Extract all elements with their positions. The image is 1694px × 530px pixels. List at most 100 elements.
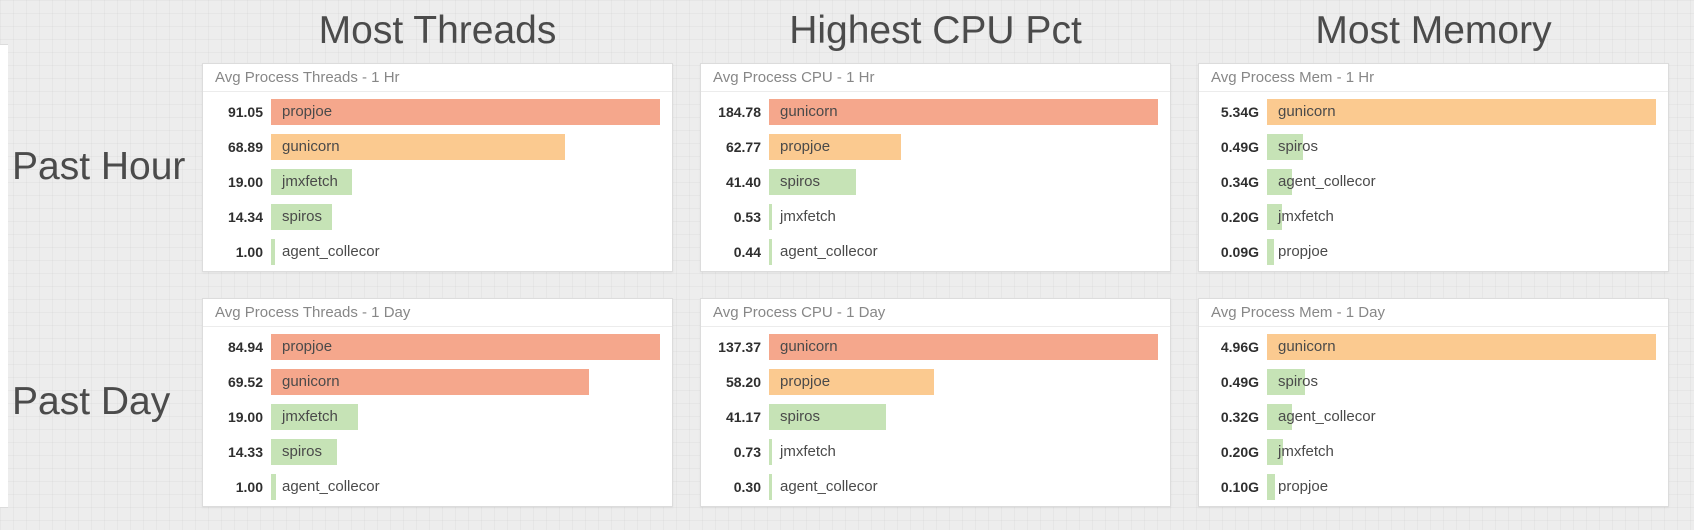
bar-area: propjoe (271, 334, 660, 360)
bar (769, 204, 772, 230)
toplist-value: 19.00 (227, 409, 263, 425)
bar-area: gunicorn (271, 369, 660, 395)
toplist-row[interactable]: 0.20G jmxfetch (1209, 435, 1656, 470)
bar-area: agent_collecor (1267, 404, 1656, 430)
toplist-value: 14.34 (227, 209, 263, 225)
toplist-widget[interactable]: Avg Process CPU - 1 Day 137.37 gunicorn 58.… (700, 298, 1171, 507)
toplist-widget[interactable]: Avg Process Threads - 1 Hr 91.05 propjoe 68… (202, 63, 673, 272)
toplist-row[interactable]: 0.10G propjoe (1209, 470, 1656, 505)
bar-area: propjoe (769, 369, 1158, 395)
toplist-row[interactable]: 0.44 agent_collecor (711, 235, 1158, 270)
bar (271, 404, 358, 430)
process-name: agent_collecor (1278, 173, 1376, 190)
bar (769, 334, 1158, 360)
toplist-row[interactable]: 14.34 spiros (213, 200, 660, 235)
toplist-row[interactable]: 0.53 jmxfetch (711, 200, 1158, 235)
process-name: jmxfetch (282, 173, 338, 190)
toplist-widget[interactable]: Avg Process Mem - 1 Hr 5.34G gunicorn 0.49G… (1198, 63, 1669, 272)
bar-area: propjoe (1267, 474, 1656, 500)
toplist-value: 5.34G (1220, 104, 1259, 120)
bar (769, 369, 934, 395)
toplist-row[interactable]: 0.32G agent_collecor (1209, 400, 1656, 435)
toplist-value: 41.40 (725, 174, 761, 190)
toplist-row[interactable]: 137.37 gunicorn (711, 330, 1158, 365)
toplist-rows: 137.37 gunicorn 58.20 propjoe 41.17 spiros 0.7… (701, 327, 1170, 505)
toplist-widget[interactable]: Avg Process Threads - 1 Day 84.94 propjoe 6… (202, 298, 673, 507)
bar (271, 134, 566, 160)
toplist-row[interactable]: 91.05 propjoe (213, 95, 660, 130)
column-header-most-memory: Most Memory (1315, 9, 1552, 52)
toplist-widget[interactable]: Avg Process CPU - 1 Hr 184.78 gunicorn 62.7… (700, 63, 1171, 272)
toplist-value: 41.17 (725, 409, 761, 425)
toplist-row[interactable]: 1.00 agent_collecor (213, 235, 660, 270)
process-name: gunicorn (780, 338, 838, 355)
bar (271, 204, 333, 230)
toplist-row[interactable]: 5.34G gunicorn (1209, 95, 1656, 130)
process-name: agent_collecor (282, 243, 380, 260)
process-name: spiros (1278, 373, 1319, 390)
process-name: propjoe (780, 373, 831, 390)
bar-area: jmxfetch (769, 439, 1158, 465)
toplist-row[interactable]: 0.09G propjoe (1209, 235, 1656, 270)
toplist-rows: 91.05 propjoe 68.89 gunicorn 19.00 jmxfetch 14… (203, 92, 672, 270)
bar-area: jmxfetch (1267, 204, 1656, 230)
toplist-rows: 184.78 gunicorn 62.77 propjoe 41.40 spiros 0.5… (701, 92, 1170, 270)
process-name: agent_collecor (282, 478, 380, 495)
toplist-row[interactable]: 0.49G spiros (1209, 365, 1656, 400)
bar-area: spiros (1267, 369, 1656, 395)
widget-title: Avg Process Threads - 1 Hr (203, 64, 672, 92)
toplist-row[interactable]: 19.00 jmxfetch (213, 400, 660, 435)
toplist-row[interactable]: 58.20 propjoe (711, 365, 1158, 400)
toplist-row[interactable]: 69.52 gunicorn (213, 365, 660, 400)
process-name: spiros (780, 408, 821, 425)
toplist-value: 0.32G (1220, 409, 1259, 425)
process-name: jmxfetch (780, 208, 836, 225)
toplist-row[interactable]: 41.17 spiros (711, 400, 1158, 435)
bar-area: gunicorn (1267, 99, 1656, 125)
process-name: agent_collecor (1278, 408, 1376, 425)
toplist-row[interactable]: 68.89 gunicorn (213, 130, 660, 165)
bar (769, 439, 772, 465)
bar (769, 134, 902, 160)
toplist-row[interactable]: 0.49G spiros (1209, 130, 1656, 165)
process-name: agent_collecor (780, 478, 878, 495)
bar-area: spiros (1267, 134, 1656, 160)
toplist-row[interactable]: 0.73 jmxfetch (711, 435, 1158, 470)
bar (271, 334, 660, 360)
process-name: jmxfetch (780, 443, 836, 460)
toplist-row[interactable]: 4.96G gunicorn (1209, 330, 1656, 365)
bar (1267, 334, 1656, 360)
toplist-value: 0.20G (1220, 209, 1259, 225)
bar (271, 239, 276, 265)
toplist-value: 184.78 (718, 104, 761, 120)
row-label-past-day: Past Day (12, 380, 171, 423)
toplist-row[interactable]: 0.34G agent_collecor (1209, 165, 1656, 200)
bar (1267, 369, 1306, 395)
process-name: gunicorn (1278, 338, 1336, 355)
toplist-row[interactable]: 184.78 gunicorn (711, 95, 1158, 130)
toplist-row[interactable]: 14.33 spiros (213, 435, 660, 470)
toplist-value: 91.05 (227, 104, 263, 120)
bar-area: spiros (271, 204, 660, 230)
toplist-row[interactable]: 0.30 agent_collecor (711, 470, 1158, 505)
row-label-past-hour: Past Hour (12, 145, 186, 188)
toplist-rows: 5.34G gunicorn 0.49G spiros 0.34G agent_colle… (1199, 92, 1668, 270)
bar-area: spiros (769, 169, 1158, 195)
bar-area: jmxfetch (1267, 439, 1656, 465)
process-name: jmxfetch (1278, 208, 1334, 225)
bar-area: jmxfetch (271, 169, 660, 195)
toplist-row[interactable]: 84.94 propjoe (213, 330, 660, 365)
toplist-row[interactable]: 0.20G jmxfetch (1209, 200, 1656, 235)
bar-area: agent_collecor (271, 474, 660, 500)
process-name: propjoe (282, 338, 333, 355)
toplist-widget[interactable]: Avg Process Mem - 1 Day 4.96G gunicorn 0.49… (1198, 298, 1669, 507)
bar-area: gunicorn (271, 134, 660, 160)
toplist-value: 0.20G (1220, 444, 1259, 460)
toplist-row[interactable]: 1.00 agent_collecor (213, 470, 660, 505)
bar (769, 169, 857, 195)
toplist-row[interactable]: 19.00 jmxfetch (213, 165, 660, 200)
toplist-value: 1.00 (235, 244, 263, 260)
toplist-row[interactable]: 62.77 propjoe (711, 130, 1158, 165)
bar (271, 169, 353, 195)
toplist-row[interactable]: 41.40 spiros (711, 165, 1158, 200)
